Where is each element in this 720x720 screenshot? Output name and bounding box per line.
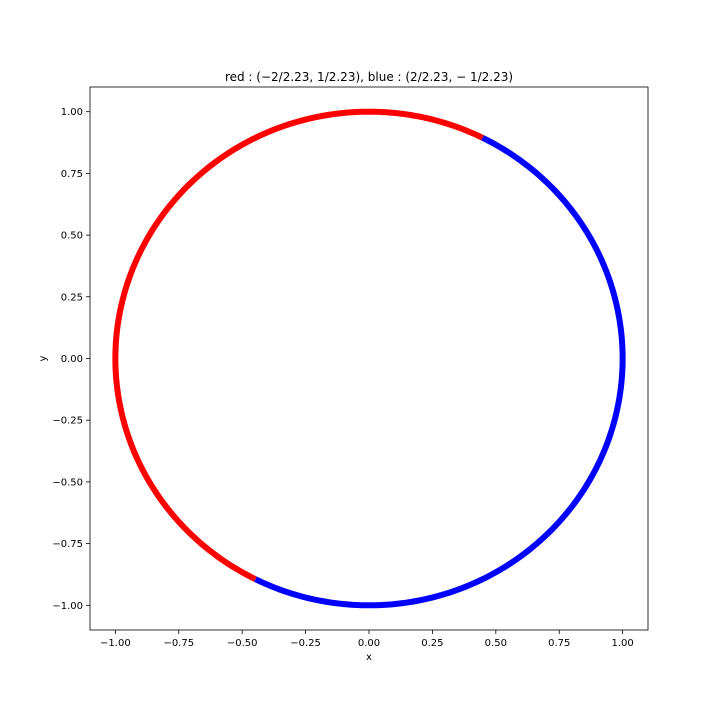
y-tick-label: −0.75 xyxy=(52,539,83,550)
plot-marks xyxy=(112,108,626,609)
x-tick-label: −0.75 xyxy=(163,638,194,649)
x-tick-label: 0.75 xyxy=(548,638,570,649)
x-tick-label: 0.00 xyxy=(358,638,380,649)
y-tick-label: 0.25 xyxy=(61,292,83,303)
x-axis-label: x xyxy=(366,652,372,663)
y-tick-label: 1.00 xyxy=(61,107,83,118)
y-tick-label: 0.00 xyxy=(61,354,83,365)
chart-title: red : (−2/2.23, 1/2.23), blue : (2/2.23,… xyxy=(225,70,513,84)
series-arc-0 xyxy=(112,108,484,582)
y-tick-label: −0.25 xyxy=(52,416,83,427)
x-tick-label: 0.25 xyxy=(421,638,443,649)
x-axis-ticks: −1.00 −0.75 −0.50 −0.25 0.00 0.25 0.50 0.75 1.00 xyxy=(100,630,634,649)
x-tick-label: −0.25 xyxy=(290,638,321,649)
y-axis-ticks: −1.00 −0.75 −0.50 −0.25 0.00 0.25 0.50 0.75 1.00 xyxy=(52,107,90,612)
x-tick-label: −0.50 xyxy=(227,638,258,649)
y-tick-label: 0.75 xyxy=(61,169,83,180)
y-tick-label: −0.50 xyxy=(52,477,83,488)
x-tick-label: 0.50 xyxy=(485,638,507,649)
series-arc-1 xyxy=(254,135,626,609)
y-tick-label: 0.50 xyxy=(61,231,83,242)
x-tick-label: 1.00 xyxy=(612,638,634,649)
x-tick-label: −1.00 xyxy=(100,638,131,649)
y-axis-label: y xyxy=(38,355,49,361)
y-tick-label: −1.00 xyxy=(52,601,83,612)
